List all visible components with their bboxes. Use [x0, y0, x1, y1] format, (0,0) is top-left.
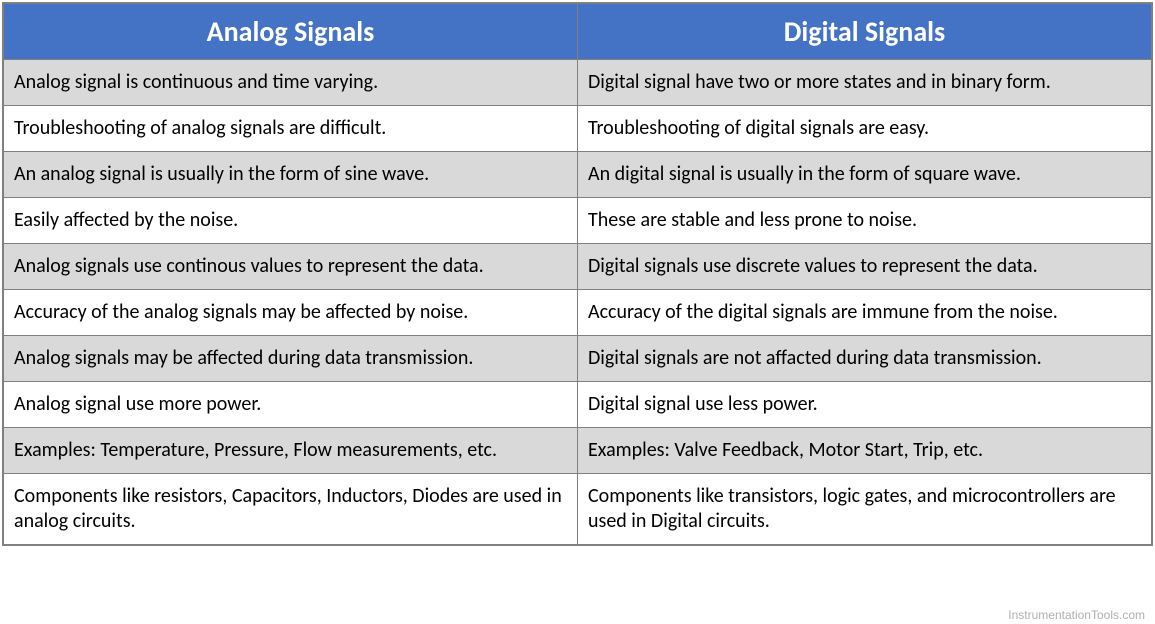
analog-cell: Accuracy of the analog signals may be af…	[4, 290, 578, 336]
table-row: Analog signals use continous values to r…	[4, 244, 1151, 290]
table-row: Troubleshooting of analog signals are di…	[4, 106, 1151, 152]
digital-cell: Examples: Valve Feedback, Motor Start, T…	[578, 428, 1152, 474]
digital-cell: Digital signals are not affacted during …	[578, 336, 1152, 382]
comparison-table: Analog Signals Digital Signals Analog si…	[4, 4, 1151, 544]
analog-cell: Analog signal is continuous and time var…	[4, 60, 578, 106]
analog-cell: Analog signals may be affected during da…	[4, 336, 578, 382]
digital-cell: These are stable and less prone to noise…	[578, 198, 1152, 244]
table-row: Examples: Temperature, Pressure, Flow me…	[4, 428, 1151, 474]
table-row: Analog signals may be affected during da…	[4, 336, 1151, 382]
table-row: Easily affected by the noise. These are …	[4, 198, 1151, 244]
analog-cell: Components like resistors, Capacitors, I…	[4, 474, 578, 545]
digital-cell: Components like transistors, logic gates…	[578, 474, 1152, 545]
analog-cell: Analog signals use continous values to r…	[4, 244, 578, 290]
digital-cell: An digital signal is usually in the form…	[578, 152, 1152, 198]
table-row: Accuracy of the analog signals may be af…	[4, 290, 1151, 336]
digital-cell: Accuracy of the digital signals are immu…	[578, 290, 1152, 336]
digital-cell: Digital signals use discrete values to r…	[578, 244, 1152, 290]
table-row: Components like resistors, Capacitors, I…	[4, 474, 1151, 545]
column-header-analog: Analog Signals	[4, 4, 578, 60]
comparison-table-container: Analog Signals Digital Signals Analog si…	[2, 2, 1153, 546]
column-header-digital: Digital Signals	[578, 4, 1152, 60]
analog-cell: Analog signal use more power.	[4, 382, 578, 428]
analog-cell: Easily affected by the noise.	[4, 198, 578, 244]
table-header-row: Analog Signals Digital Signals	[4, 4, 1151, 60]
footer-credit: InstrumentationTools.com	[1008, 608, 1145, 622]
table-row: An analog signal is usually in the form …	[4, 152, 1151, 198]
table-row: Analog signal is continuous and time var…	[4, 60, 1151, 106]
digital-cell: Troubleshooting of digital signals are e…	[578, 106, 1152, 152]
digital-cell: Digital signal have two or more states a…	[578, 60, 1152, 106]
digital-cell: Digital signal use less power.	[578, 382, 1152, 428]
analog-cell: An analog signal is usually in the form …	[4, 152, 578, 198]
table-row: Analog signal use more power. Digital si…	[4, 382, 1151, 428]
analog-cell: Examples: Temperature, Pressure, Flow me…	[4, 428, 578, 474]
analog-cell: Troubleshooting of analog signals are di…	[4, 106, 578, 152]
